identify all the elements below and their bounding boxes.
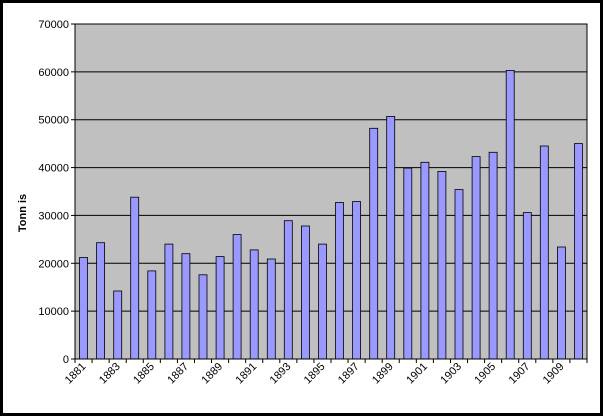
bar (335, 202, 344, 360)
bars (79, 70, 583, 360)
x-tick-label: 1901 (404, 361, 430, 387)
x-tick-label: 1907 (507, 361, 533, 387)
bar (420, 161, 430, 360)
y-tick-label: 20000 (38, 258, 69, 270)
bar (574, 143, 583, 360)
x-tick-label: 1897 (336, 361, 362, 387)
bar (198, 274, 208, 360)
bar (369, 127, 379, 360)
bar (79, 257, 88, 360)
bar (403, 167, 413, 360)
bar (352, 201, 362, 360)
bar (130, 196, 140, 360)
bar (249, 249, 259, 360)
y-tick-label: 70000 (38, 19, 69, 31)
bar (113, 290, 123, 360)
y-axis-label: Tonn is (17, 194, 29, 232)
x-tick-label: 1891 (234, 361, 260, 387)
y-tick-label: 50000 (38, 115, 69, 127)
bar-chart: 0 10000 20000 30000 40000 50000 60000 70000 188… (17, 19, 588, 387)
y-tick-label: 0 (63, 354, 69, 366)
chart-frame: 0 10000 20000 30000 40000 50000 60000 70000 188… (3, 3, 600, 413)
x-tick-label: 1887 (165, 361, 191, 387)
x-tick-label: 1903 (438, 361, 464, 387)
x-tick-label: 1909 (541, 361, 567, 387)
x-tick-label: 1893 (268, 361, 294, 387)
bar (164, 243, 174, 360)
y-tick-labels: 0 10000 20000 30000 40000 50000 60000 70000 (38, 19, 69, 366)
x-tick-label: 1905 (472, 361, 498, 387)
bar (539, 145, 549, 360)
y-tick-label: 30000 (38, 210, 69, 222)
x-tick-label: 1895 (302, 361, 328, 387)
bar (471, 156, 481, 360)
bar (437, 170, 447, 360)
x-tick-label: 1883 (97, 361, 123, 387)
x-tick-label: 1885 (131, 361, 157, 387)
bar (215, 256, 225, 360)
bar (318, 243, 327, 360)
bar (386, 116, 396, 360)
bar (96, 242, 105, 360)
bar (232, 234, 242, 360)
bar (147, 270, 157, 360)
x-tick-label: 1889 (199, 361, 225, 387)
bar (283, 220, 293, 360)
bar (557, 246, 566, 360)
bar (488, 151, 498, 360)
bar (300, 225, 310, 360)
bar (454, 189, 464, 360)
plot-area (74, 23, 588, 360)
bar (522, 212, 532, 360)
y-tick-label: 40000 (38, 163, 69, 175)
bar (181, 253, 191, 360)
x-tick-label: 1899 (370, 361, 396, 387)
bar (266, 258, 276, 360)
gridlines (71, 23, 587, 360)
y-tick-label: 60000 (38, 67, 69, 79)
bar (505, 70, 515, 360)
y-tick-label: 10000 (38, 306, 69, 318)
axes (74, 24, 588, 363)
x-tick-labels: 1881 1883 1885 1887 1889 1891 1893 1895 1897 1899… (63, 361, 567, 387)
